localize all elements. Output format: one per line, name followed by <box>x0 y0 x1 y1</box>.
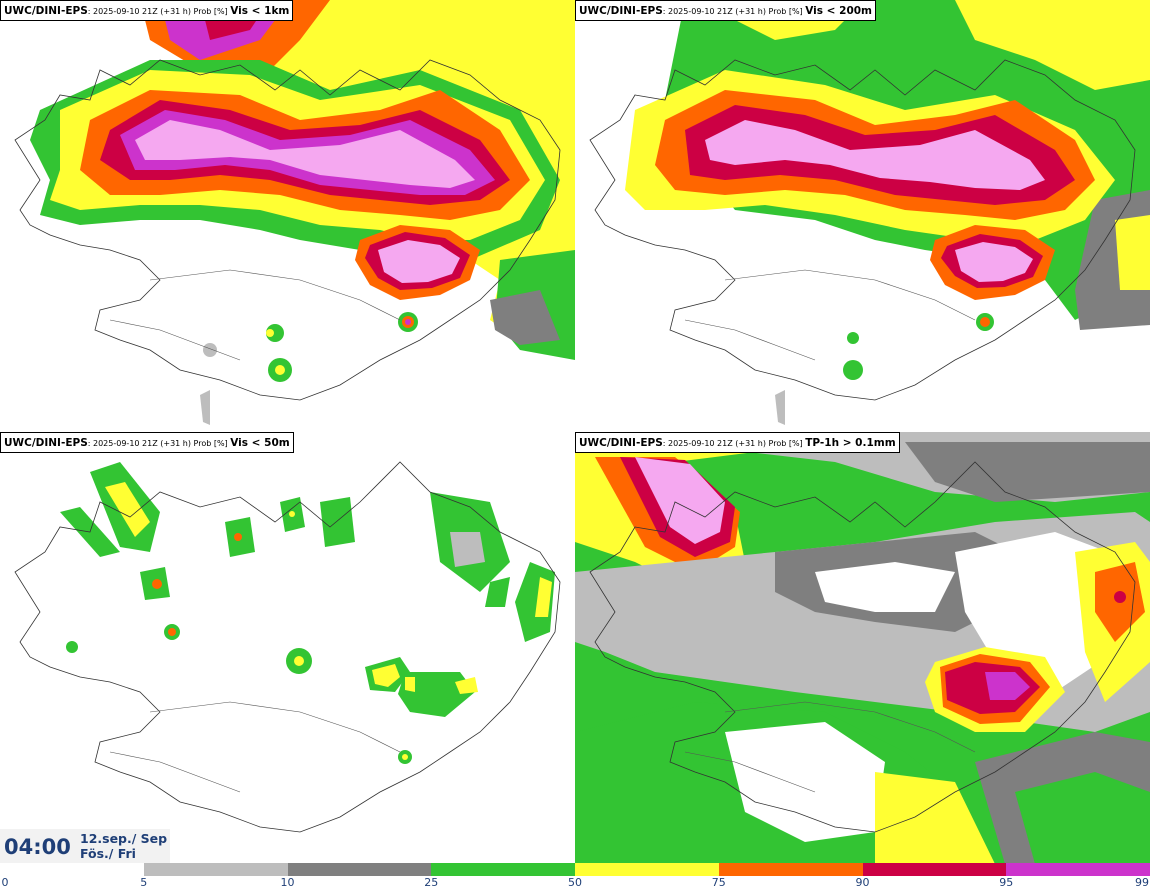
colorbar-tick-label: 25 <box>424 876 439 889</box>
colorbar-tick-label: 90 <box>855 876 870 889</box>
map-panel-vis-50m: UWC/DINI-EPS: 2025-09-10 21Z (+31 h) Pro… <box>0 432 575 864</box>
colorbar-segment <box>718 863 864 876</box>
probability-map <box>575 432 1150 864</box>
colorbar-tick-label: 75 <box>711 876 726 889</box>
map-panel-precip-1h: UWC/DINI-EPS: 2025-09-10 21Z (+31 h) Pro… <box>575 432 1150 864</box>
map-panel-vis-200m: UWC/DINI-EPS: 2025-09-10 21Z (+31 h) Pro… <box>575 0 1150 432</box>
colorbar-segment <box>1006 863 1150 876</box>
panel-title: UWC/DINI-EPS: 2025-09-10 21Z (+31 h) Pro… <box>575 0 876 21</box>
valid-time-box: 04:00 12.sep./ Sep Fös./ Fri <box>0 829 170 863</box>
valid-day-line: Fös./ Fri <box>80 846 136 861</box>
colorbar-tick-label: 50 <box>568 876 582 889</box>
map-panel-vis-1km: UWC/DINI-EPS: 2025-09-10 21Z (+31 h) Pro… <box>0 0 575 432</box>
colorbar-tick-label: 0 <box>1 876 9 889</box>
panel-title: UWC/DINI-EPS: 2025-09-10 21Z (+31 h) Pro… <box>0 0 294 21</box>
panel-title: UWC/DINI-EPS: 2025-09-10 21Z (+31 h) Pro… <box>575 432 900 453</box>
colorbar-segment <box>143 863 289 876</box>
colorbar-tick-label: 5 <box>140 876 148 889</box>
colorbar-segment <box>0 863 145 876</box>
probability-map <box>14 0 575 425</box>
valid-date: 12.sep./ Sep Fös./ Fri <box>80 831 167 861</box>
colorbar-segment <box>431 863 576 876</box>
colorbar-tick-label: 10 <box>280 876 295 889</box>
panel-title: UWC/DINI-EPS: 2025-09-10 21Z (+31 h) Pro… <box>0 432 294 453</box>
colorbar-segment <box>575 863 720 876</box>
colorbar-segment <box>862 863 1008 876</box>
probability-map <box>589 0 1150 425</box>
probability-map <box>14 461 561 833</box>
valid-date-line: 12.sep./ Sep <box>80 831 168 846</box>
colorbar: 0 5 10 25 50 75 90 95 99 <box>0 863 1150 891</box>
colorbar-segment <box>287 863 433 876</box>
colorbar-tick-label: 99 <box>1135 876 1149 889</box>
colorbar-tick-label: 95 <box>999 876 1014 889</box>
valid-time: 04:00 <box>4 835 71 859</box>
